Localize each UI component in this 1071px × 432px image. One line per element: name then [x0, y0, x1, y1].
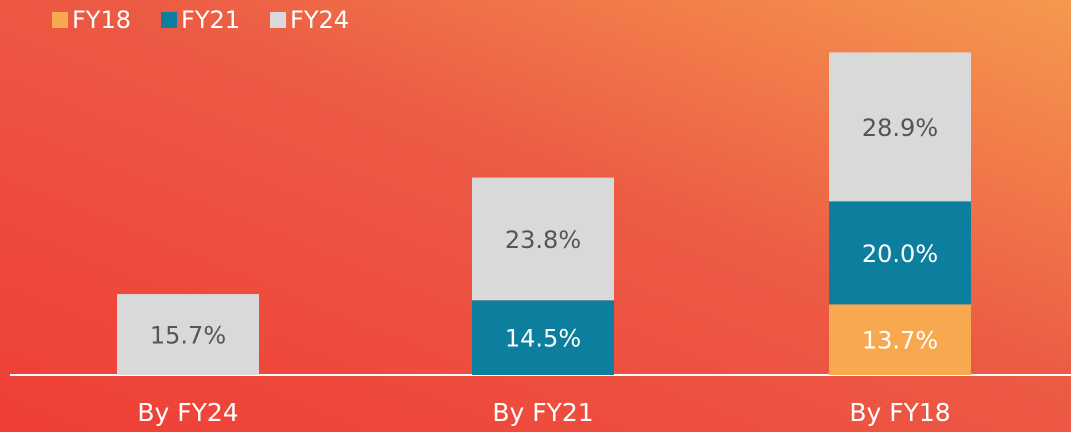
bar-segment [829, 52, 971, 202]
legend-swatch [270, 12, 287, 28]
bar-segment [472, 300, 614, 375]
data-label: 23.8% [505, 226, 581, 254]
bar-segment [829, 201, 971, 305]
bar-segment [829, 304, 971, 375]
x-tick-label: By FY21 [492, 398, 593, 427]
data-label: 15.7% [150, 322, 226, 350]
legend-swatch [52, 12, 68, 28]
bar-segment [117, 294, 259, 375]
data-label: 14.5% [505, 325, 581, 353]
data-label: 20.0% [862, 240, 938, 268]
bar-segment [472, 177, 614, 301]
x-tick-label: By FY24 [137, 398, 238, 427]
legend-label: FY24 [290, 6, 349, 34]
x-tick-label: By FY18 [849, 398, 950, 427]
data-label: 13.7% [862, 327, 938, 355]
legend-label: FY18 [72, 6, 131, 34]
data-label: 28.9% [862, 114, 938, 142]
legend-swatch [161, 12, 178, 28]
legend-label: FY21 [181, 6, 240, 34]
